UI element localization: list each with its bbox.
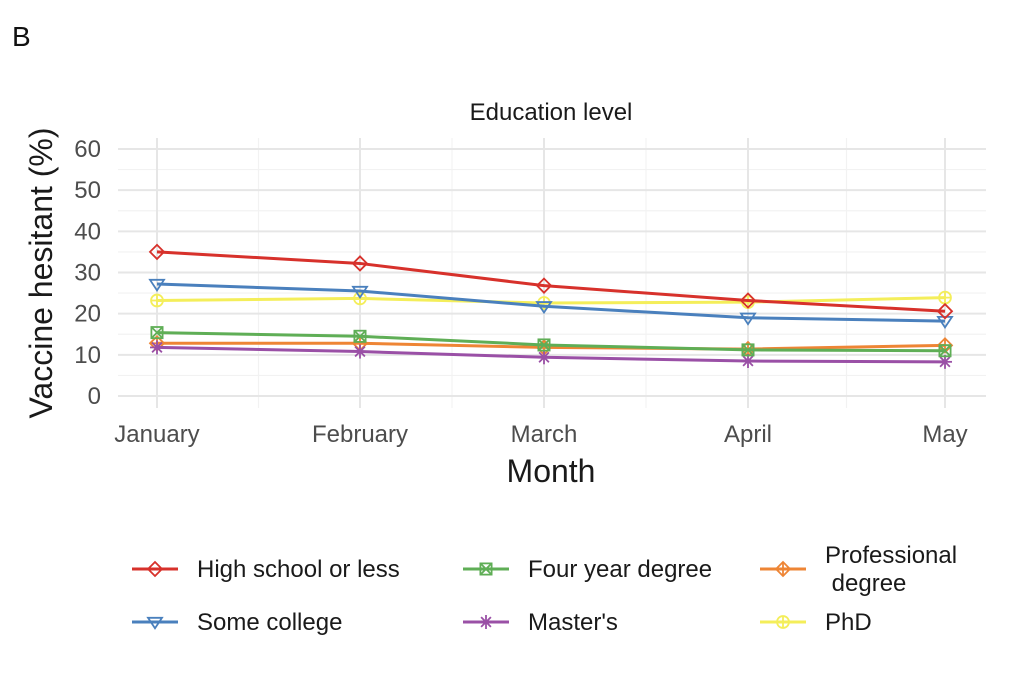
data-point [353, 329, 367, 343]
legend-label: PhD [825, 609, 872, 636]
legend-item: PhD [760, 609, 872, 636]
data-point [741, 343, 755, 357]
x-tick-label: March [511, 421, 578, 448]
data-point [535, 301, 553, 315]
chart-title: Education level [470, 99, 633, 126]
legend-item: Some college [132, 609, 342, 636]
x-axis-title: Month [507, 453, 596, 489]
y-tick-label: 10 [74, 342, 101, 369]
series-line [156, 250, 946, 313]
data-point [150, 340, 164, 355]
series-layer [148, 243, 954, 369]
y-axis-title: Vaccine hesitant (%) [23, 127, 59, 418]
y-tick-label: 0 [88, 383, 101, 410]
data-point [776, 615, 790, 629]
data-point [739, 292, 757, 309]
legend-label: Four year degree [528, 556, 712, 583]
series-high-school-or-less [148, 243, 954, 320]
legend-label: Master's [528, 609, 618, 636]
data-point [351, 285, 369, 299]
data-point [146, 560, 164, 578]
y-tick-label: 40 [74, 218, 101, 245]
x-tick-label: May [922, 421, 967, 448]
data-point [150, 326, 164, 340]
legend-item: High school or less [132, 556, 400, 583]
y-tick-label: 20 [74, 301, 101, 328]
panel-label: B [12, 21, 31, 52]
legend-item: Four year degree [463, 556, 712, 583]
data-point [537, 338, 551, 352]
data-point [537, 350, 551, 365]
series-some-college [148, 278, 954, 329]
data-point [148, 278, 166, 292]
y-tick-label: 30 [74, 260, 101, 287]
data-point [535, 277, 553, 294]
legend-item: Master's [463, 609, 618, 636]
legend-label: Professional degree [825, 542, 957, 597]
data-point [148, 243, 166, 261]
data-point [146, 616, 164, 630]
data-point [351, 255, 369, 272]
y-tick-label: 50 [74, 177, 101, 204]
series-master-s [150, 340, 952, 369]
data-point [479, 615, 493, 629]
data-point [936, 302, 954, 320]
x-tick-label: January [114, 421, 199, 448]
data-point [938, 290, 952, 305]
data-point [938, 344, 952, 358]
y-tick-label: 60 [74, 136, 101, 163]
series-line [156, 282, 946, 323]
legend-item: Professional degree [760, 542, 957, 597]
data-point [936, 315, 954, 329]
x-tick-label: April [724, 421, 772, 448]
legend: High school or less Some college Four year… [132, 542, 957, 636]
data-point [774, 560, 792, 578]
data-point [353, 344, 367, 359]
legend-label: High school or less [197, 556, 400, 583]
legend-label: Some college [197, 609, 342, 636]
x-tick-label: February [312, 421, 408, 448]
data-point [739, 312, 757, 326]
axes: 0 10 20 30 40 50 60 January February March April Ma… [74, 136, 967, 448]
data-point [150, 293, 164, 308]
data-point [479, 562, 493, 576]
grid [118, 138, 986, 408]
series-four-year-degree [150, 326, 952, 358]
